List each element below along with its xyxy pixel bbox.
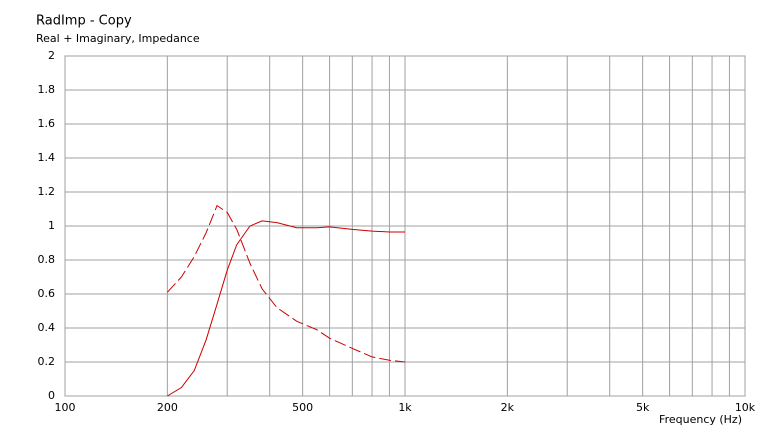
x-tick-label: 10k — [735, 401, 756, 414]
data-line — [166, 204, 406, 363]
y-tick-label: 1.6 — [38, 117, 56, 130]
data-line — [167, 220, 405, 397]
y-tick-label: 1 — [48, 219, 55, 232]
y-tick-label: 0.8 — [38, 253, 56, 266]
y-tick-label: 1.4 — [38, 151, 56, 164]
y-tick-label: 0 — [48, 389, 55, 402]
x-axis-label: Frequency (Hz) — [659, 413, 742, 426]
x-tick-label: 2k — [501, 401, 515, 414]
y-tick-label: 0.2 — [38, 355, 56, 368]
y-tick-label: 2 — [48, 49, 55, 62]
y-tick-label: 1.2 — [38, 185, 56, 198]
x-tick-label: 1k — [398, 401, 412, 414]
x-tick-label: 100 — [55, 401, 76, 414]
y-tick-label: 1.8 — [38, 83, 56, 96]
x-tick-label: 5k — [636, 401, 650, 414]
chart-subtitle: Real + Imaginary, Impedance — [36, 32, 200, 45]
y-tick-label: 0.4 — [38, 321, 56, 334]
x-tick-label: 500 — [292, 401, 313, 414]
x-tick-label: 200 — [157, 401, 178, 414]
chart-title: RadImp - Copy — [36, 14, 132, 29]
y-tick-label: 0.6 — [38, 287, 56, 300]
